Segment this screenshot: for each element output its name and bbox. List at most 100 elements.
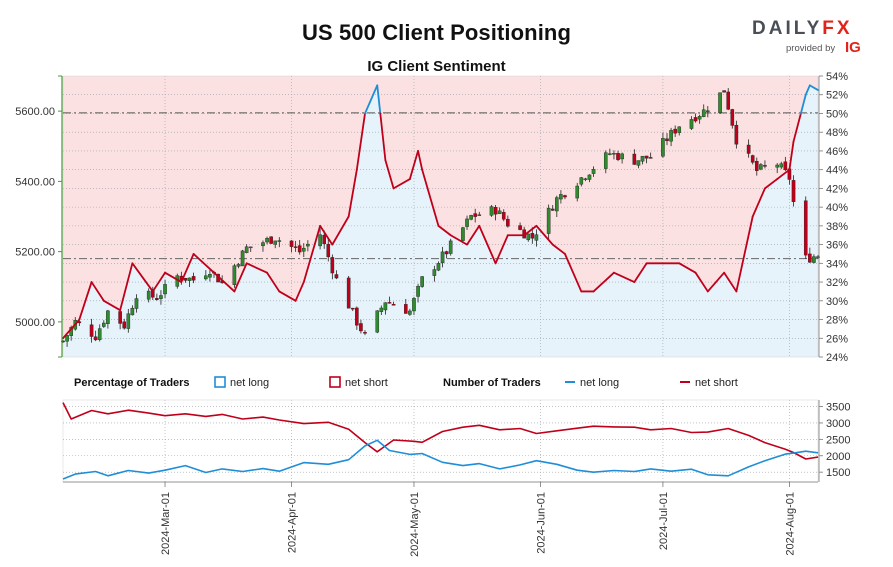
sentiment-segment xyxy=(804,84,811,96)
candle xyxy=(587,174,592,180)
sentiment-segment xyxy=(180,253,195,283)
candle xyxy=(669,130,673,142)
candle xyxy=(469,215,473,220)
candle xyxy=(620,153,624,160)
sentiment-segment xyxy=(294,281,305,302)
candle xyxy=(555,197,559,212)
percent-tick-label: 28% xyxy=(826,315,848,327)
price-sentiment-panel: 5000.00 5200.00 5400.00 5600.00 24% 26% 28% 30… xyxy=(15,71,848,364)
candle xyxy=(677,126,682,133)
sentiment-segment xyxy=(379,112,387,162)
sentiment-segment xyxy=(808,84,819,91)
candle xyxy=(559,194,563,200)
sentiment-segment xyxy=(266,271,281,293)
candle xyxy=(632,153,637,165)
candle xyxy=(648,157,653,159)
candle xyxy=(204,275,208,280)
candle xyxy=(591,169,596,174)
candle xyxy=(636,160,641,166)
top-panel-frame xyxy=(62,75,819,358)
candle xyxy=(775,164,779,168)
legend-pct-net-long: net long xyxy=(230,377,269,389)
candle xyxy=(812,256,816,263)
candle xyxy=(118,311,122,324)
candle xyxy=(550,208,555,211)
candle xyxy=(722,90,726,93)
candle xyxy=(701,109,706,117)
candle xyxy=(134,298,139,309)
candle xyxy=(97,328,102,340)
candle xyxy=(640,155,645,162)
sentiment-segment xyxy=(278,290,297,302)
legend-percentage-title: Percentage of Traders xyxy=(74,377,190,389)
candle xyxy=(746,144,751,154)
candle xyxy=(608,153,612,155)
candle xyxy=(726,91,731,110)
candle xyxy=(248,246,253,249)
candle xyxy=(330,257,335,274)
percent-tick-label: 42% xyxy=(826,183,848,195)
sentiment-segment xyxy=(788,140,795,171)
sentiment-segment xyxy=(694,271,709,293)
sentiment-segment xyxy=(551,243,566,255)
candle xyxy=(322,234,326,245)
candle xyxy=(518,225,522,230)
candle xyxy=(89,324,94,337)
candle xyxy=(603,152,608,169)
sentiment-segment xyxy=(764,178,779,190)
percent-tick-label: 44% xyxy=(826,165,848,177)
percent-tick-label: 26% xyxy=(826,333,848,345)
sentiment-segment xyxy=(331,215,350,246)
candle xyxy=(734,124,739,145)
candle xyxy=(534,234,539,241)
candle xyxy=(232,265,237,285)
candle xyxy=(379,307,384,312)
price-tick-label: 5200.00 xyxy=(15,247,55,259)
date-tick-label: 2024-Aug-01 xyxy=(784,492,796,556)
candle xyxy=(477,214,482,216)
candle xyxy=(236,264,241,267)
candle xyxy=(326,243,331,258)
percent-tick-label: 34% xyxy=(826,258,848,270)
candle xyxy=(163,284,167,295)
candle xyxy=(301,247,306,252)
legend-pct-long-swatch xyxy=(214,376,226,388)
sentiment-segment xyxy=(164,271,183,283)
candle xyxy=(791,180,796,203)
candle xyxy=(526,233,531,241)
sentiment-segment xyxy=(384,159,395,190)
sentiment-segment xyxy=(613,271,636,283)
candle xyxy=(273,240,278,245)
candle xyxy=(501,212,506,220)
sentiment-segment xyxy=(302,224,322,283)
candle xyxy=(530,233,535,239)
candle xyxy=(763,165,767,167)
legend-pct-net-short: net short xyxy=(345,377,388,389)
candle xyxy=(265,238,269,243)
legend-pct-short-swatch xyxy=(329,376,341,388)
candle xyxy=(583,178,588,180)
candle xyxy=(269,236,273,244)
percent-tick-label: 30% xyxy=(826,296,848,308)
candle xyxy=(293,246,298,248)
candle xyxy=(493,206,498,215)
candle xyxy=(130,307,135,316)
candle xyxy=(546,207,551,234)
candle xyxy=(718,92,722,114)
dailyfx-logo: DAILYFX provided by IG xyxy=(752,18,862,58)
candle xyxy=(277,240,282,242)
candle xyxy=(779,163,784,168)
sentiment-segment xyxy=(392,178,411,190)
candle xyxy=(306,243,310,247)
date-tick-label: 2024-Jul-01 xyxy=(658,492,670,550)
sentiment-segment xyxy=(535,224,554,246)
count-tick-label: 2000 xyxy=(826,451,850,463)
candle xyxy=(102,322,106,327)
traders-count-panel: 1500 2000 2500 3000 3500 xyxy=(62,399,850,483)
candle xyxy=(754,161,759,171)
sentiment-segment xyxy=(78,281,93,321)
legend-num-net-long: net long xyxy=(580,377,619,389)
percent-tick-label: 48% xyxy=(826,127,848,139)
ig-logo: IG xyxy=(845,39,861,56)
